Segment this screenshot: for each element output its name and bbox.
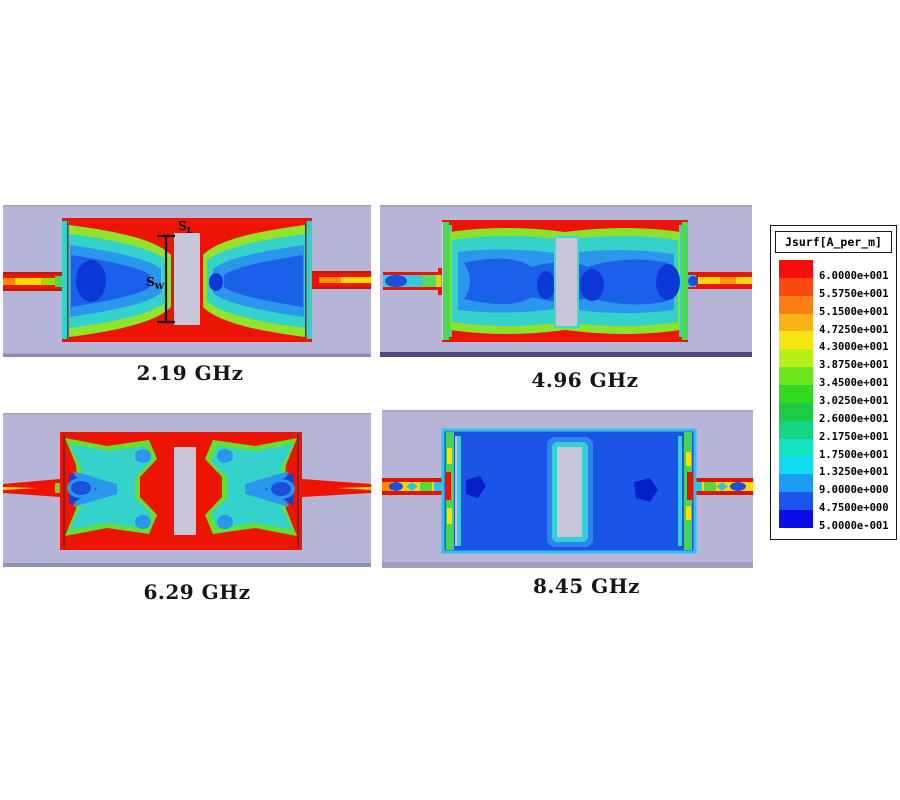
feedline-right <box>688 272 752 289</box>
legend-tick-label: 3.4500e+001 <box>819 377 889 390</box>
slot <box>174 233 200 325</box>
slot <box>557 447 582 537</box>
legend-tick-label: 9.0000e+000 <box>819 484 889 497</box>
legend-color-swatch <box>779 385 813 403</box>
legend-color-swatch <box>779 438 813 457</box>
legend-title: Jsurf[A_per_m] <box>775 231 892 253</box>
legend-color-swatch <box>779 456 813 475</box>
jsurf-map-2p19ghz: SL SW <box>3 205 371 357</box>
legend-tick-label: 4.7500e+000 <box>819 502 889 515</box>
legend-tick-label: 3.8750e+001 <box>819 359 889 372</box>
legend-color-swatch <box>779 349 813 368</box>
feedline-left <box>3 479 60 497</box>
slot-length-label: SL <box>178 219 193 236</box>
heatmap-panel-2p19ghz: SL SW 2.19 GHz <box>3 205 371 385</box>
legend-tick-label: 1.3250e+001 <box>819 466 889 479</box>
patch-current-map <box>60 432 302 550</box>
legend-tick-label: 1.7500e+001 <box>819 448 889 461</box>
panel-frequency-label: 6.29 GHz <box>143 580 251 604</box>
feedline-right <box>302 479 371 497</box>
panel-frequency-label: 8.45 GHz <box>532 574 640 598</box>
jsurf-legend: Jsurf[A_per_m] 6.0000e+001 5.5750e+001 5.1… <box>770 225 897 540</box>
legend-tick-label: 4.3000e+001 <box>819 341 889 354</box>
panel-frequency-label: 4.96 GHz <box>531 368 639 392</box>
feedline-left <box>383 268 442 295</box>
feedline-right <box>692 478 753 495</box>
heatmap-panel-6p29ghz: 6.29 GHz <box>3 413 371 604</box>
legend-tick-label: 3.0250e+001 <box>819 394 889 407</box>
legend-body: 6.0000e+001 5.5750e+001 5.1500e+001 4.7250e… <box>771 260 896 532</box>
legend-tick-label: 2.6000e+001 <box>819 412 889 425</box>
legend-tick-label: 5.0000e-001 <box>819 519 889 532</box>
legend-color-swatch <box>779 277 813 296</box>
jsurf-map-8p45ghz <box>382 410 753 568</box>
legend-color-swatch <box>779 492 813 511</box>
legend-color-swatch <box>779 295 813 314</box>
legend-color-swatch <box>779 402 813 421</box>
legend-color-swatch <box>779 367 813 386</box>
legend-color-swatch <box>779 474 813 493</box>
legend-color-swatch <box>779 510 813 528</box>
legend-tick-label: 6.0000e+001 <box>819 269 889 282</box>
patch-current-map <box>62 218 312 342</box>
legend-color-swatch <box>779 420 813 439</box>
legend-color-swatch <box>779 313 813 332</box>
feedline-left <box>382 478 443 495</box>
jsurf-map-4p96ghz <box>380 205 752 357</box>
slot <box>554 236 579 328</box>
slot <box>174 447 196 535</box>
slot-width-label: SW <box>146 275 165 292</box>
feedline-right <box>312 271 371 289</box>
feedline-left <box>3 272 63 291</box>
legend-tick-label: 2.1750e+001 <box>819 430 889 443</box>
legend-labels: 6.0000e+001 5.5750e+001 5.1500e+001 4.7250e… <box>819 267 896 535</box>
legend-colorbar <box>779 260 813 528</box>
heatmap-panel-4p96ghz: 4.96 GHz <box>380 205 752 392</box>
panel-frequency-label: 2.19 GHz <box>136 361 244 385</box>
dimension-annotation: SL SW <box>146 219 193 324</box>
legend-color-swatch <box>779 260 813 278</box>
legend-tick-label: 5.5750e+001 <box>819 287 889 300</box>
legend-tick-label: 4.7250e+001 <box>819 323 889 336</box>
legend-tick-label: 5.1500e+001 <box>819 305 889 318</box>
legend-color-swatch <box>779 331 813 350</box>
jsurf-map-6p29ghz <box>3 413 371 567</box>
heatmap-panel-8p45ghz: 8.45 GHz <box>382 410 753 598</box>
